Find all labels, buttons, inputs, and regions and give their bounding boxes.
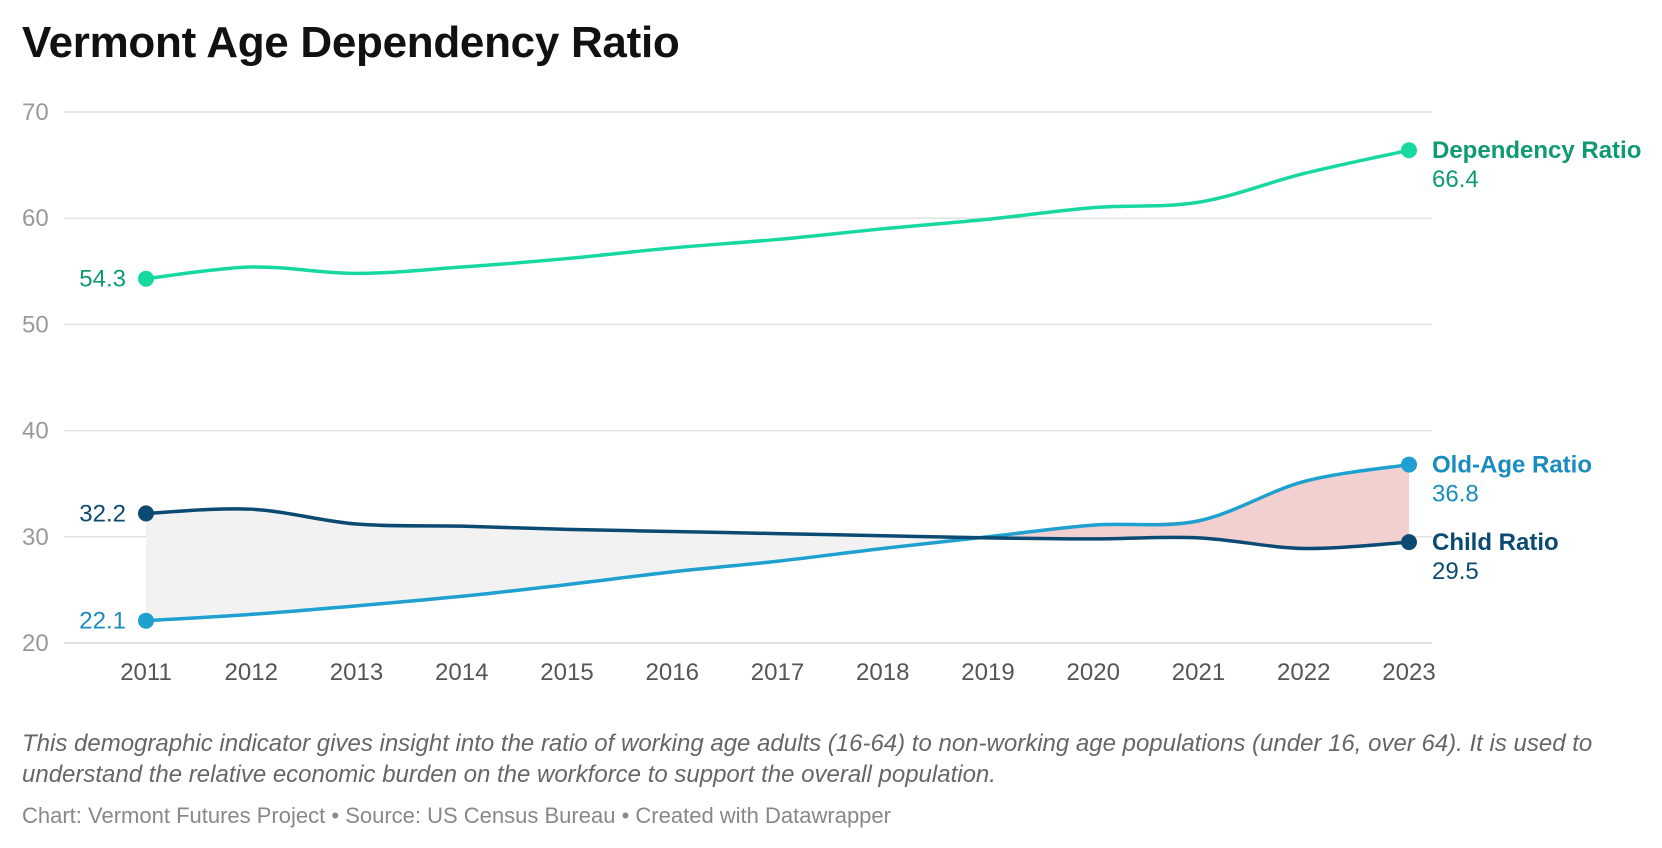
chart-source: Source: US Census Bureau (345, 803, 616, 828)
start-point-child (138, 505, 154, 522)
x-tick-label: 2023 (1382, 659, 1435, 686)
series-name-label-old-age: Old-Age Ratio (1432, 452, 1592, 479)
series-line-layer (138, 142, 1417, 629)
series-name-label-dependency: Dependency Ratio (1432, 137, 1641, 164)
chart-created-with: Created with Datawrapper (635, 803, 891, 828)
end-point-dependency (1401, 142, 1417, 159)
line-chart: 20 30 40 50 60 70 2011 2012 2013 2014 2015 2016 2017… (22, 99, 1641, 686)
x-tick-label: 2020 (1067, 659, 1120, 686)
end-point-old-age (1401, 456, 1417, 473)
end-point-child (1401, 534, 1417, 551)
x-tick-label: 2016 (646, 659, 699, 686)
end-value-label-old-age: 36.8 (1432, 481, 1479, 508)
x-tick-label: 2014 (435, 659, 488, 686)
line-child (144, 507, 1411, 551)
grid-layer: 20 30 40 50 60 70 2011 2012 2013 2014 2015 2016 2017… (22, 99, 1436, 686)
end-value-label-dependency: 66.4 (1432, 166, 1479, 193)
start-point-old-age (138, 612, 154, 629)
chart-credit: Chart: Vermont Futures Project (22, 803, 326, 828)
y-tick-label: 40 (22, 418, 49, 445)
chart-footer: Chart: Vermont Futures Project • Source:… (22, 803, 891, 829)
area-child-above-old-age (146, 509, 980, 621)
x-tick-label: 2011 (120, 659, 172, 686)
start-point-dependency (138, 270, 154, 287)
y-tick-label: 60 (22, 205, 49, 232)
x-tick-label: 2021 (1172, 659, 1225, 686)
chart-description: This demographic indicator gives insight… (22, 730, 1593, 788)
y-tick-label: 30 (22, 524, 49, 551)
line-old-age (144, 462, 1411, 623)
footer-separator: • (331, 803, 340, 828)
x-tick-label: 2017 (751, 659, 804, 686)
start-value-label-child: 32.2 (79, 500, 126, 527)
x-tick-label: 2022 (1277, 659, 1330, 686)
y-tick-label: 20 (22, 630, 49, 657)
end-value-label-child: 29.5 (1432, 558, 1479, 585)
area-old-age-above-child (979, 464, 1409, 549)
x-tick-label: 2013 (330, 659, 383, 686)
x-tick-label: 2012 (225, 659, 278, 686)
x-tick-label: 2015 (540, 659, 593, 686)
line-dependency (144, 148, 1411, 281)
difference-area-layer (146, 464, 1409, 621)
x-tick-label: 2018 (856, 659, 909, 686)
y-tick-label: 50 (22, 311, 49, 338)
footer-separator: • (621, 803, 630, 828)
start-value-label-old-age: 22.1 (79, 608, 126, 635)
start-value-label-dependency: 54.3 (79, 266, 126, 293)
series-name-label-child: Child Ratio (1432, 529, 1559, 556)
x-tick-label: 2019 (961, 659, 1014, 686)
y-tick-label: 70 (22, 99, 49, 126)
chart-title: Vermont Age Dependency Ratio (22, 18, 680, 67)
